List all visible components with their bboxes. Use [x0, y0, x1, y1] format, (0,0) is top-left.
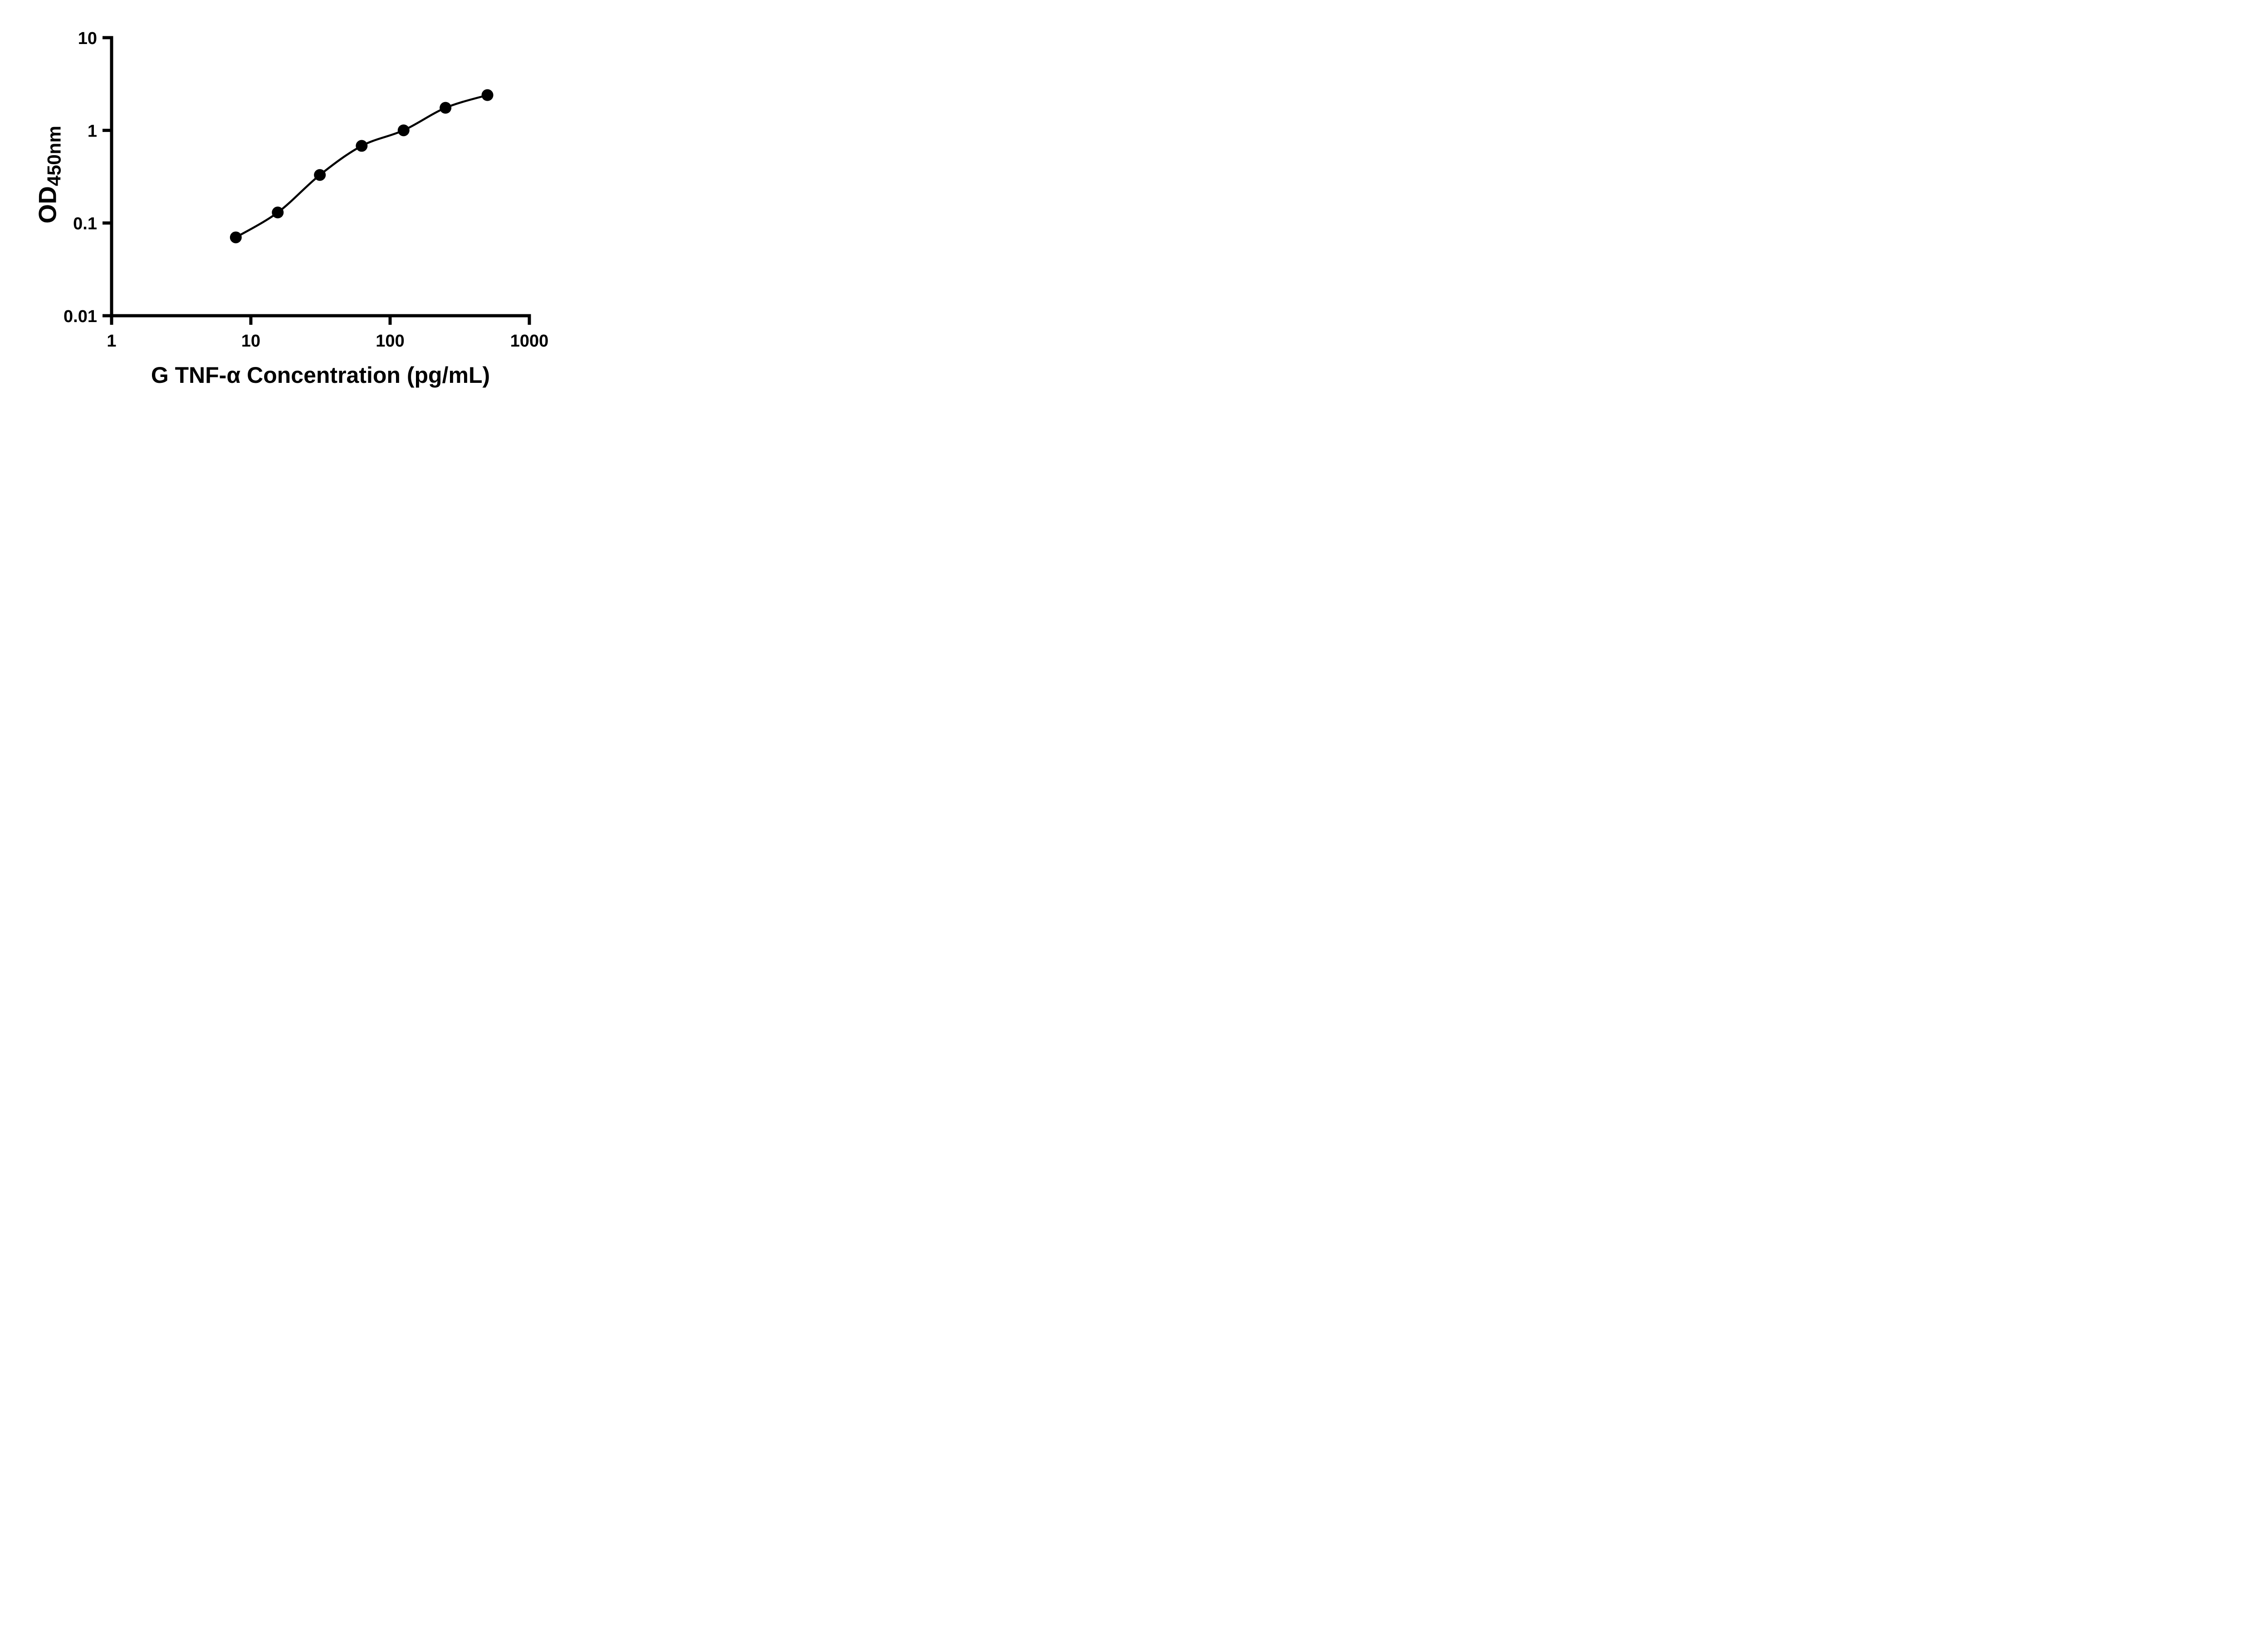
- x-tick-label: 1000: [510, 332, 549, 351]
- elisa-standard-curve-figure: 1 10 100 1000 0.01 0.1 1 10 OD450nm G TNF-α Con…: [0, 0, 583, 408]
- x-tick-label: 100: [376, 332, 404, 351]
- data-point: [397, 124, 410, 137]
- data-point: [356, 140, 368, 152]
- x-tick-label: 10: [241, 332, 260, 351]
- standard-curve-plot: 1 10 100 1000 0.01 0.1 1 10: [64, 29, 549, 351]
- y-tick-label: 0.1: [73, 215, 97, 234]
- y-axis-title: OD450nm: [33, 126, 65, 224]
- y-axis-title-subscript: 450nm: [43, 126, 65, 186]
- y-tick-label: 1: [88, 122, 97, 141]
- y-tick-label: 10: [78, 29, 97, 48]
- data-point: [440, 102, 452, 114]
- data-point: [481, 89, 494, 101]
- data-point: [230, 231, 242, 244]
- data-point: [314, 169, 326, 181]
- x-axis-title: G TNF-α Concentration (pg/mL): [151, 362, 490, 388]
- y-axis-title-main: OD: [33, 186, 62, 224]
- data-point: [272, 206, 284, 219]
- x-tick-label: 1: [107, 332, 116, 351]
- y-tick-label: 0.01: [64, 307, 97, 326]
